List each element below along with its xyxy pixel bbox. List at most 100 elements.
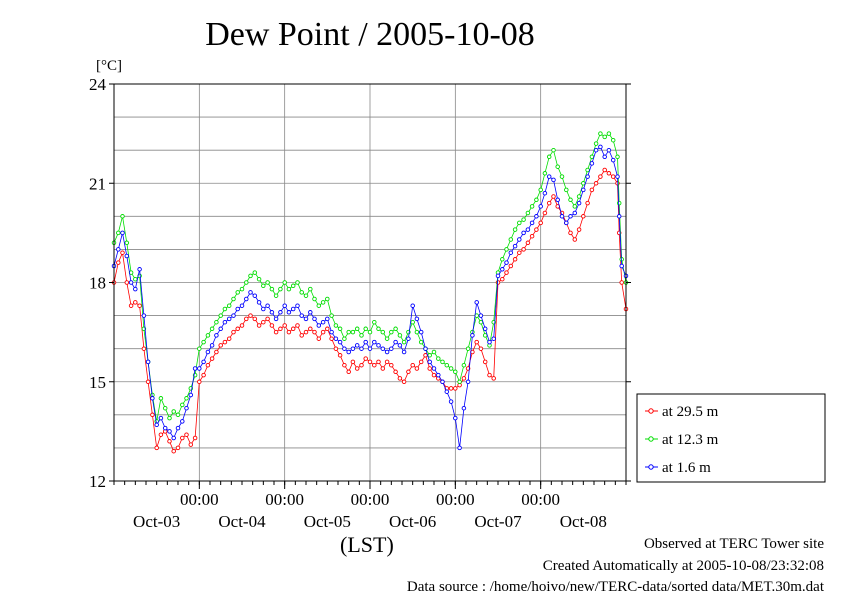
data-point xyxy=(572,237,578,242)
data-point xyxy=(593,141,599,146)
data-point xyxy=(337,353,343,358)
data-point xyxy=(512,243,518,249)
data-point xyxy=(265,316,270,322)
data-point xyxy=(512,257,518,262)
data-point xyxy=(418,359,424,365)
data-point xyxy=(167,415,172,421)
data-point xyxy=(175,425,181,431)
data-point xyxy=(534,197,539,203)
data-point xyxy=(175,412,181,418)
data-point xyxy=(359,333,364,338)
legend-label: at 1.6 m xyxy=(662,460,711,476)
data-point xyxy=(145,359,151,365)
data-point xyxy=(350,359,356,365)
data-point xyxy=(431,349,437,355)
data-point xyxy=(239,286,245,292)
data-point xyxy=(325,316,330,322)
data-point xyxy=(128,280,134,285)
data-point xyxy=(470,333,475,338)
data-point xyxy=(534,227,539,232)
data-point xyxy=(401,379,407,385)
data-point xyxy=(256,276,262,282)
data-point xyxy=(239,323,245,328)
data-point xyxy=(616,200,622,206)
data-point xyxy=(444,389,450,394)
data-point xyxy=(461,405,467,411)
data-point xyxy=(589,154,595,160)
data-point xyxy=(325,296,330,302)
data-point xyxy=(320,329,326,335)
data-point xyxy=(337,339,343,345)
data-point xyxy=(244,296,249,302)
data-point xyxy=(389,329,394,335)
data-point xyxy=(342,362,347,368)
data-point xyxy=(491,376,496,381)
data-point xyxy=(616,214,622,219)
data-point xyxy=(619,280,624,285)
data-point xyxy=(393,339,398,345)
data-point xyxy=(120,250,125,255)
data-point xyxy=(529,204,535,209)
data-point xyxy=(226,303,232,308)
data-point xyxy=(124,240,130,246)
data-point xyxy=(158,415,164,421)
data-point xyxy=(295,280,300,285)
data-point xyxy=(372,339,377,345)
data-point xyxy=(235,290,240,295)
data-point xyxy=(133,300,138,305)
data-point xyxy=(205,362,211,368)
data-point xyxy=(589,187,595,193)
data-point xyxy=(568,197,573,203)
y-tick-label: 15 xyxy=(89,373,106,392)
data-point xyxy=(376,326,381,332)
x-tick-time-label: 00:00 xyxy=(521,490,560,509)
data-point xyxy=(231,329,236,335)
data-point xyxy=(521,247,526,252)
data-point xyxy=(261,319,266,325)
data-point xyxy=(342,346,347,351)
data-point xyxy=(555,164,560,169)
data-point xyxy=(367,329,373,335)
data-point xyxy=(542,190,548,196)
data-point xyxy=(231,313,236,318)
data-point xyxy=(521,217,526,222)
data-point xyxy=(508,263,514,269)
data-point xyxy=(500,257,505,262)
data-point xyxy=(333,323,339,328)
data-point xyxy=(261,283,266,289)
data-point xyxy=(133,286,138,292)
legend: at 29.5 m at 12.3 m at 1.6 m xyxy=(636,393,826,483)
data-point xyxy=(465,379,471,385)
data-point xyxy=(244,280,249,285)
data-point xyxy=(581,181,586,186)
data-point xyxy=(180,402,185,408)
x-axis-label: (LST) xyxy=(340,532,394,557)
data-point xyxy=(158,396,164,401)
data-point xyxy=(316,323,322,328)
data-point xyxy=(367,359,373,365)
data-point xyxy=(401,339,407,345)
legend-label: at 12.3 m xyxy=(662,432,719,448)
footer-observed: Observed at TERC Tower site xyxy=(643,536,824,552)
data-point xyxy=(244,316,249,322)
x-tick-date-label: Oct-03 xyxy=(133,512,180,531)
data-point xyxy=(465,346,471,351)
data-point xyxy=(418,329,424,335)
data-point xyxy=(414,316,420,322)
data-point xyxy=(308,310,313,315)
data-point xyxy=(427,353,432,358)
data-point xyxy=(572,204,578,209)
data-point xyxy=(116,230,121,236)
data-point xyxy=(269,323,275,328)
data-point xyxy=(188,392,194,398)
data-point xyxy=(252,316,258,322)
data-point xyxy=(290,326,296,332)
data-point xyxy=(205,349,211,355)
data-point xyxy=(235,306,240,312)
data-point xyxy=(504,270,509,275)
data-point xyxy=(116,260,121,265)
data-point xyxy=(278,310,283,315)
data-point xyxy=(423,346,428,351)
data-point xyxy=(534,214,539,219)
x-tick-date-label: Oct-05 xyxy=(304,512,351,531)
